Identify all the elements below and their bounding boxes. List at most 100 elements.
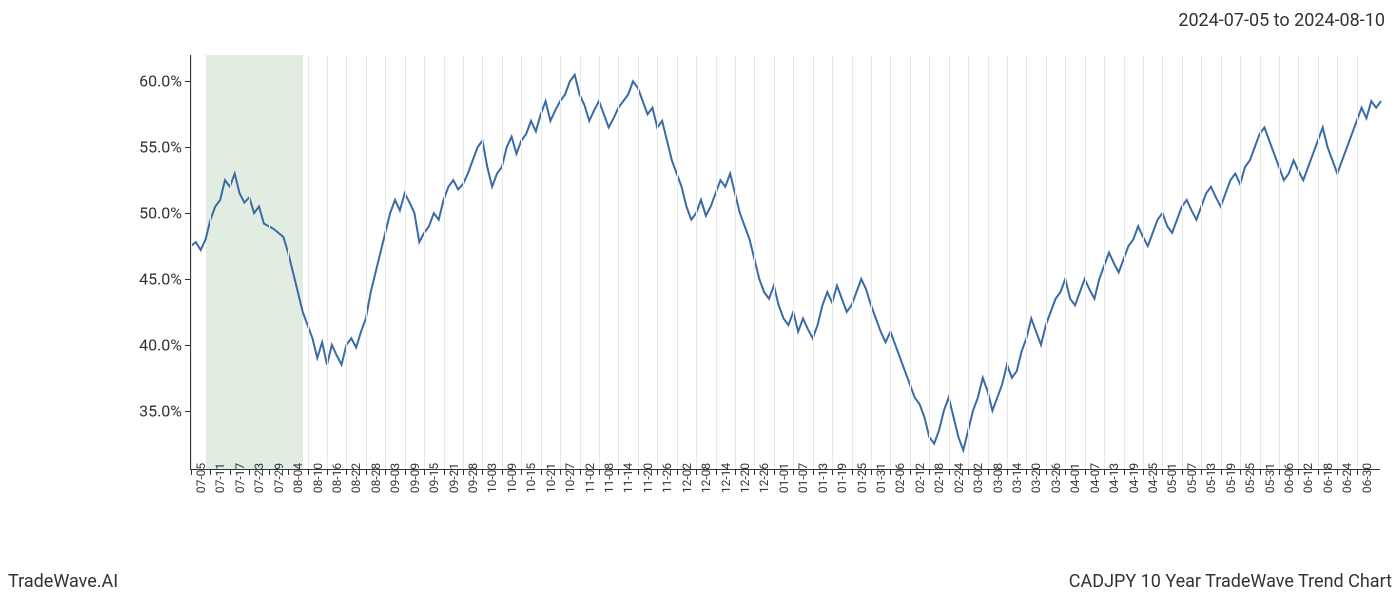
grid-line [832,55,833,469]
x-tick-label: 05-01 [1165,463,1179,493]
x-tick-mark [1318,469,1319,475]
x-tick-mark [929,469,930,475]
y-tick-label: 60.0% [139,72,182,91]
grid-line [599,55,600,469]
x-tick-label: 07-23 [252,463,266,493]
grid-line [308,55,309,469]
grid-line [988,55,989,469]
grid-line [444,55,445,469]
x-tick-mark [599,469,600,475]
grid-line [871,55,872,469]
grid-line [521,55,522,469]
x-tick-mark [308,469,309,475]
grid-line [405,55,406,469]
grid-line [288,55,289,469]
x-tick-label: 06-12 [1301,463,1315,493]
x-tick-label: 08-04 [291,463,305,493]
x-tick-mark [1298,469,1299,475]
grid-line [638,55,639,469]
x-tick-mark [230,469,231,475]
x-tick-label: 06-24 [1340,463,1354,493]
x-tick-mark [1065,469,1066,475]
x-tick-label: 03-26 [1049,463,1063,493]
x-tick-label: 01-19 [835,463,849,493]
grid-line [813,55,814,469]
x-tick-label: 12-14 [719,463,733,493]
x-tick-mark [910,469,911,475]
x-tick-label: 05-13 [1204,463,1218,493]
x-tick-label: 11-14 [621,463,635,493]
grid-line [929,55,930,469]
x-tick-mark [210,469,211,475]
x-tick-mark [852,469,853,475]
y-tick-label: 55.0% [139,138,182,157]
x-tick-label: 12-20 [738,463,752,493]
x-tick-label: 08-28 [369,463,383,493]
x-tick-label: 12-26 [757,463,771,493]
grid-line [366,55,367,469]
grid-line [1046,55,1047,469]
x-tick-mark [502,469,503,475]
x-tick-mark [774,469,775,475]
grid-line [1318,55,1319,469]
x-tick-label: 02-06 [893,463,907,493]
x-tick-label: 10-03 [485,463,499,493]
grid-line [482,55,483,469]
x-tick-label: 01-07 [796,463,810,493]
x-tick-label: 02-24 [952,463,966,493]
grid-line [793,55,794,469]
x-tick-label: 12-08 [699,463,713,493]
grid-line [890,55,891,469]
x-tick-label: 04-25 [1146,463,1160,493]
x-tick-label: 12-02 [680,463,694,493]
grid-line [560,55,561,469]
x-tick-mark [1337,469,1338,475]
x-tick-mark [541,469,542,475]
x-tick-mark [657,469,658,475]
x-tick-mark [716,469,717,475]
grid-line [949,55,950,469]
footer-title: CADJPY 10 Year TradeWave Trend Chart [1069,571,1392,592]
x-tick-mark [1260,469,1261,475]
grid-line [1124,55,1125,469]
grid-line [463,55,464,469]
x-tick-label: 03-20 [1029,463,1043,493]
x-tick-label: 09-28 [466,463,480,493]
grid-line [1260,55,1261,469]
grid-line [327,55,328,469]
x-tick-label: 09-15 [427,463,441,493]
x-tick-label: 03-14 [1010,463,1024,493]
x-tick-mark [988,469,989,475]
grid-line [249,55,250,469]
grid-line [968,55,969,469]
x-tick-mark [249,469,250,475]
grid-line [346,55,347,469]
y-tick-mark [185,345,191,346]
x-tick-label: 11-26 [660,463,674,493]
y-tick-label: 40.0% [139,335,182,354]
x-tick-label: 07-11 [213,463,227,493]
x-tick-mark [1085,469,1086,475]
x-tick-label: 08-22 [349,463,363,493]
x-tick-label: 11-08 [602,463,616,493]
grid-line [191,55,192,469]
x-tick-mark [618,469,619,475]
x-tick-mark [1143,469,1144,475]
x-tick-mark [463,469,464,475]
x-tick-mark [1357,469,1358,475]
x-tick-label: 10-15 [524,463,538,493]
x-tick-label: 07-17 [233,463,247,493]
grid-line [1337,55,1338,469]
grid-line [1026,55,1027,469]
x-tick-mark [949,469,950,475]
x-tick-mark [1026,469,1027,475]
x-tick-mark [191,469,192,475]
x-tick-mark [580,469,581,475]
grid-line [910,55,911,469]
x-tick-mark [793,469,794,475]
x-tick-mark [677,469,678,475]
x-tick-label: 01-25 [855,463,869,493]
x-tick-mark [696,469,697,475]
y-tick-mark [185,147,191,148]
x-tick-label: 11-20 [641,463,655,493]
